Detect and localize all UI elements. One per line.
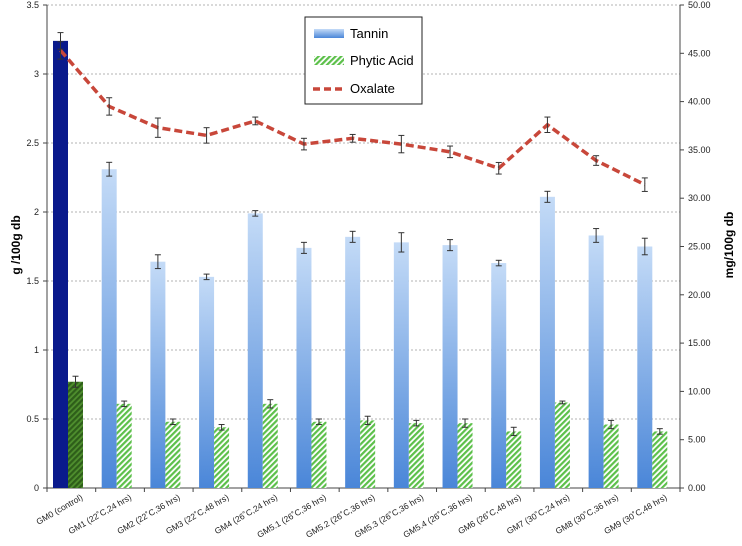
bar-phytic [311,421,327,488]
bar-phytic [408,423,424,488]
y-tick-label-right: 10.00 [688,386,711,396]
bar-tannin [491,263,507,488]
y-tick-label-right: 30.00 [688,193,711,203]
legend-label-tannin: Tannin [350,26,388,41]
bar-phytic [262,403,278,488]
bar-phytic [457,423,473,488]
bar-phytic [603,424,619,488]
legend-label-oxalate: Oxalate [350,81,395,96]
y-tick-label-right: 45.00 [688,48,711,58]
y-tick-label-left: 0 [34,483,39,493]
bar-phytic [68,381,83,488]
y-tick-label-left: 3.5 [26,0,39,10]
y-tick-label-left: 2 [34,207,39,217]
legend-label-phytic: Phytic Acid [350,53,414,68]
bar-phytic [506,431,522,488]
bar-tannin [588,235,604,488]
bar-tannin [199,276,215,488]
y-tick-label-left: 2.5 [26,138,39,148]
bar-tannin [53,40,68,488]
bars [53,32,668,488]
bar-tannin [539,196,555,488]
y-tick-label-right: 0.00 [688,483,706,493]
legend-swatch-phytic [314,56,344,65]
bar-tannin [150,261,166,488]
y-tick-label-left: 1 [34,345,39,355]
y-tick-label-right: 20.00 [688,290,711,300]
bar-tannin [393,242,409,488]
y-tick-label-right: 15.00 [688,338,711,348]
y-tick-label-right: 5.00 [688,435,706,445]
bar-tannin [247,213,263,488]
bar-phytic [116,403,132,488]
oxalate-line-group [57,41,648,192]
y-tick-label-right: 35.00 [688,145,711,155]
y-tick-label-left: 0.5 [26,414,39,424]
bar-tannin [442,245,458,488]
bar-tannin [296,247,312,488]
bar-phytic [554,402,570,488]
bar-tannin [637,246,653,488]
legend: Tannin Phytic Acid Oxalate [304,16,423,105]
y-tick-label-right: 25.00 [688,242,711,252]
bar-tannin [101,169,117,488]
y-tick-label-left: 1.5 [26,276,39,286]
y-axis-right-title: mg/100g db [722,212,736,279]
legend-swatch-tannin [314,29,344,38]
y-axis-left-title: g /100g db [9,215,23,274]
y-tick-label-right: 50.00 [688,0,711,10]
bar-tannin [345,236,361,488]
y-tick-label-right: 40.00 [688,97,711,107]
bar-phytic [214,427,230,488]
bar-phytic [652,431,668,488]
bar-phytic [360,420,376,488]
bar-phytic [165,421,181,488]
y-tick-label-left: 3 [34,69,39,79]
